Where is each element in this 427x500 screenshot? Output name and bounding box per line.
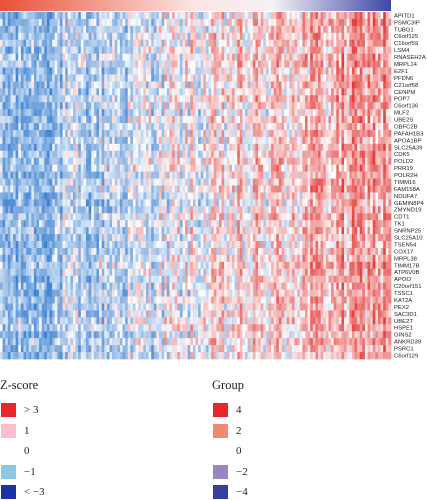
zscore-legend-item: 0 (1, 444, 30, 458)
row-label: GEMIN8P4 (394, 201, 425, 207)
row-label: TUBG1 (394, 27, 414, 33)
group-legend-swatch (213, 423, 228, 438)
group-legend-label: 0 (236, 445, 242, 457)
zscore-legend-item: −1 (1, 464, 36, 479)
group-legend-label: −2 (236, 465, 248, 478)
row-label: KAT2A (394, 298, 412, 304)
row-label: SNRNP25 (394, 229, 422, 235)
group-legend-label: −4 (236, 486, 248, 498)
zscore-legend-label: −1 (24, 465, 36, 478)
zscore-legend-swatch (1, 444, 16, 458)
row-label: APOO (394, 277, 411, 283)
row-label: TIMM16 (394, 180, 416, 186)
row-label: SAC3D1 (394, 312, 417, 318)
row-label: CDK5 (394, 152, 410, 158)
row-label: NDUFA7 (394, 194, 417, 200)
row-label: TIMM17B (394, 263, 420, 269)
row-label: POP7 (394, 97, 410, 103)
row-label: C21orf58 (394, 83, 419, 89)
row-label: C6orf125 (394, 34, 419, 40)
row-label: UBE2S (394, 118, 413, 124)
group-legend-swatch (213, 403, 228, 417)
group-legend-item: −2 (213, 464, 248, 479)
row-label: C6orf136 (394, 104, 419, 110)
row-label: APITD1 (394, 13, 415, 19)
group-legend-title: Group (212, 378, 244, 392)
row-label: OBFC2B (394, 124, 418, 130)
row-label: ANKRD39 (394, 340, 421, 346)
row-label: C6orf129 (394, 353, 418, 359)
group-legend-swatch (213, 464, 228, 479)
row-label: PFDN6 (394, 76, 414, 82)
group-legend-label: 2 (236, 424, 242, 437)
row-label: MLF2 (394, 111, 409, 117)
row-label: FAM158A (394, 187, 420, 193)
zscore-legend-label: > 3 (24, 404, 39, 416)
zscore-legend-item: 1 (1, 423, 30, 438)
zscore-legend-label: < −3 (24, 486, 45, 498)
row-label: E2F1 (394, 69, 408, 75)
row-label: PSRC1 (394, 347, 414, 353)
group-legend-item: 0 (213, 444, 242, 458)
row-label: LSM4 (394, 48, 410, 54)
zscore-legend-swatch (1, 423, 16, 438)
row-label: APOA1BP (394, 138, 422, 144)
heatmap-svg: APITD1PSMC3IPTUBG1C6orf125C16orf59LSM4RN… (0, 0, 426, 360)
group-legend-item: −4 (213, 485, 248, 499)
row-label: SLC25A10 (394, 235, 423, 241)
zscore-legend-title: Z-score (0, 378, 39, 392)
group-annotation-bar (0, 0, 391, 11)
row-label: TSEN54 (394, 242, 417, 248)
row-label: C20orf151 (394, 284, 422, 290)
zscore-legend-swatch (1, 464, 16, 479)
row-label: COX17 (394, 249, 413, 255)
row-label: SLC25A39 (394, 145, 423, 151)
group-legend-swatch (213, 485, 228, 499)
row-label: TK1 (394, 222, 405, 228)
row-label: TSSC1 (394, 291, 413, 297)
group-legend-item: 2 (213, 423, 242, 438)
row-label: POLD2 (394, 159, 413, 165)
row-label: MRPL38 (394, 256, 418, 262)
row-label: PRR19 (394, 166, 413, 172)
row-label: RNASEH2A (394, 55, 426, 61)
zscore-legend-swatch (1, 485, 16, 499)
zscore-legend-item: > 3 (1, 403, 38, 417)
row-label: PSMC3IP (394, 20, 420, 26)
zscore-legend-swatch (1, 403, 16, 417)
heatmap-figure: APITD1 PSMC3IP TUBG1 C6orf125 C16orf59 LSM4 RN… (0, 0, 426, 360)
row-label: POLR2H (394, 173, 418, 179)
row-label: HSPE1 (394, 326, 413, 332)
row-label: PEX2 (394, 305, 409, 311)
row-label: CENPM (394, 90, 415, 96)
row-label: ATP6V0B (394, 270, 419, 276)
group-legend-item: 4 (213, 403, 242, 417)
row-label: CDT1 (394, 215, 409, 221)
row-label: MRPL14 (394, 62, 418, 68)
row-label: GINS2 (394, 333, 412, 339)
zscore-legend-item: < −3 (1, 485, 45, 499)
zscore-legend-label: 0 (24, 445, 30, 457)
row-label: UBE2T (394, 319, 413, 325)
group-legend-label: 4 (236, 404, 242, 416)
heatmap-cells (0, 12, 392, 360)
row-label: C16orf59 (394, 41, 418, 47)
row-label: ZMYND19 (394, 208, 422, 214)
group-legend-swatch (213, 444, 228, 458)
zscore-legend-label: 1 (24, 424, 30, 437)
row-label: PAFAH1B3 (394, 131, 424, 137)
